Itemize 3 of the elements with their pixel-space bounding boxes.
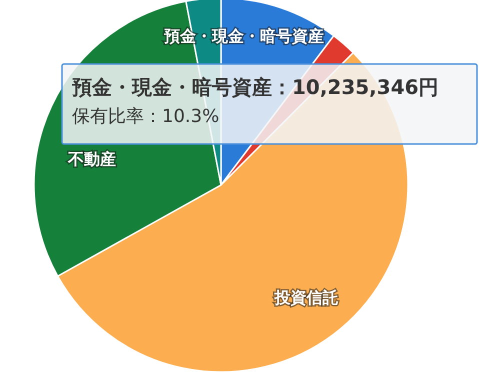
tooltip: 預金・現金・暗号資産：10,235,346円 保有比率：10.3% bbox=[61, 63, 478, 145]
slice-label: 投資信託 bbox=[274, 288, 339, 307]
slice-label: 不動産 bbox=[67, 149, 116, 168]
